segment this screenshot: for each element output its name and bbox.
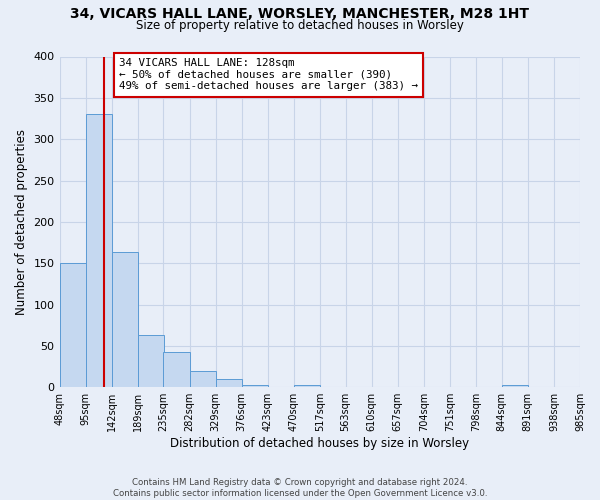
Text: 34, VICARS HALL LANE, WORSLEY, MANCHESTER, M28 1HT: 34, VICARS HALL LANE, WORSLEY, MANCHESTE… [71,8,530,22]
X-axis label: Distribution of detached houses by size in Worsley: Distribution of detached houses by size … [170,437,469,450]
Bar [163,352,190,387]
Bar [138,335,164,387]
Bar [242,384,268,387]
Y-axis label: Number of detached properties: Number of detached properties [15,129,28,315]
Text: 34 VICARS HALL LANE: 128sqm
← 50% of detached houses are smaller (390)
49% of se: 34 VICARS HALL LANE: 128sqm ← 50% of det… [119,58,418,92]
Text: Size of property relative to detached houses in Worsley: Size of property relative to detached ho… [136,18,464,32]
Bar [59,263,86,387]
Bar [502,384,528,387]
Bar [112,252,138,387]
Bar [190,370,215,387]
Text: Contains HM Land Registry data © Crown copyright and database right 2024.
Contai: Contains HM Land Registry data © Crown c… [113,478,487,498]
Bar [294,384,320,387]
Bar [86,114,112,387]
Bar [215,379,242,387]
